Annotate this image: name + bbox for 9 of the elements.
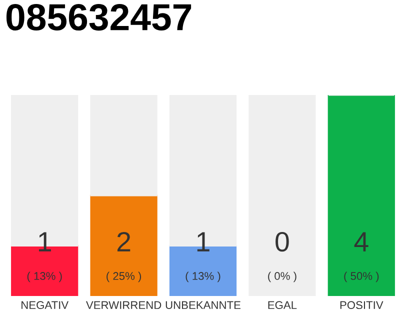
x-tick-label: POSITIV [340,301,384,310]
x-tick-label: NEGATIV [22,301,69,310]
x-tick-label: VERWIRREND [86,301,162,309]
chart-title: 085632457 [6,4,192,31]
data-label: 4 ( 50% ) [344,232,379,282]
data-label: 2 ( 25% ) [106,232,142,282]
x-tick-label: EGAL [268,301,297,310]
data-label: 0 ( 0% ) [268,232,296,282]
x-tick-label: UNBEKANNTE [166,301,240,310]
